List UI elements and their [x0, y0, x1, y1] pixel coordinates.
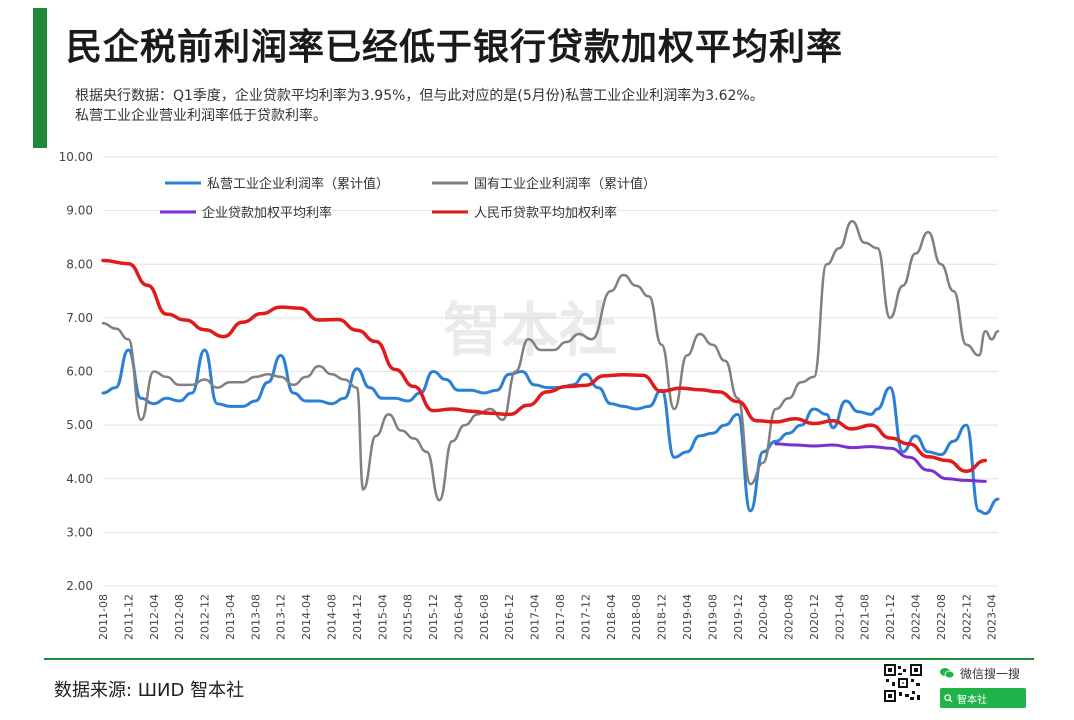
- x-tick-label: 2021-12: [884, 594, 897, 640]
- y-tick-label: 9.00: [66, 204, 93, 218]
- x-tick-label: 2013-04: [224, 594, 237, 640]
- x-tick-label: 2014-04: [300, 594, 313, 640]
- y-tick-label: 7.00: [66, 311, 93, 325]
- x-tick-label: 2011-12: [122, 594, 135, 640]
- watermark-text: 智本社: [443, 296, 617, 364]
- subtitle-line-1: 根据央行数据：Q1季度，企业贷款平均利率为3.95%，但与此对应的是(5月份)私…: [75, 88, 764, 104]
- series-line-2: [101, 220, 1000, 502]
- x-tick-label: 2015-04: [376, 594, 389, 640]
- y-tick-label: 6.00: [66, 365, 93, 379]
- x-tick-label: 2017-04: [529, 594, 542, 640]
- footer-divider: [44, 658, 1034, 660]
- y-tick-label: 2.00: [66, 579, 93, 593]
- accent-bar: [33, 8, 47, 148]
- legend-label: 人民币贷款平均加权利率: [474, 205, 617, 221]
- subtitle-line-2: 私营工业企业营业利润率低于贷款利率。: [75, 108, 327, 124]
- legend-label: 私营工业企业利润率（累计值）: [207, 176, 389, 192]
- wechat-search-widget: 微信搜一搜 智本社: [940, 664, 1030, 708]
- x-tick-label: 2013-12: [275, 594, 288, 640]
- y-tick-label: 3.00: [66, 525, 93, 539]
- legend-label: 国有工业企业利润率（累计值）: [474, 176, 656, 192]
- legend-label: 企业贷款加权平均利率: [202, 205, 332, 221]
- x-tick-label: 2016-12: [503, 594, 516, 640]
- series-line-4: [101, 258, 988, 473]
- x-tick-label: 2020-04: [757, 594, 770, 640]
- x-tick-label: 2013-08: [249, 594, 262, 640]
- x-tick-label: 2014-08: [326, 594, 339, 640]
- subtitle: 根据央行数据：Q1季度，企业贷款平均利率为3.95%，但与此对应的是(5月份)私…: [75, 86, 1055, 126]
- qr-code-icon: [884, 664, 922, 702]
- x-tick-label: 2012-12: [199, 594, 212, 640]
- x-tick-label: 2021-08: [859, 594, 872, 640]
- x-tick-label: 2021-04: [833, 594, 846, 640]
- x-tick-label: 2017-08: [554, 594, 567, 640]
- x-tick-label: 2019-04: [681, 594, 694, 640]
- search-icon: [944, 693, 953, 703]
- data-source: 数据来源: ШИD 智本社: [54, 680, 245, 701]
- x-tick-label: 2012-04: [148, 594, 161, 640]
- y-tick-label: 8.00: [66, 257, 93, 271]
- search-box[interactable]: 智本社: [940, 688, 1026, 708]
- line-chart: 2.00 3.00 4.00 5.00 6.00 7.00 8.00 9.00 10.00 201…: [59, 150, 1000, 640]
- x-tick-label: 2015-12: [427, 594, 440, 640]
- x-tick-label: 2012-08: [173, 594, 186, 640]
- page-title: 民企税前利润率已经低于银行贷款加权平均利率: [66, 27, 844, 68]
- series-line-1: [101, 348, 1000, 516]
- x-tick-label: 2020-12: [808, 594, 821, 640]
- x-tick-label: 2019-08: [706, 594, 719, 640]
- x-tick-label: 2016-04: [452, 594, 465, 640]
- series-line-3: [774, 442, 987, 483]
- x-tick-label: 2020-08: [783, 594, 796, 640]
- y-tick-label: 10.00: [59, 150, 93, 164]
- x-tick-label: 2011-08: [97, 594, 110, 640]
- x-tick-label: 2017-12: [579, 594, 592, 640]
- y-tick-label: 5.00: [66, 418, 93, 432]
- x-tick-label: 2022-08: [935, 594, 948, 640]
- x-tick-label: 2022-04: [909, 594, 922, 640]
- x-tick-label: 2015-08: [402, 594, 415, 640]
- wechat-label: 微信搜一搜: [960, 666, 1021, 681]
- x-tick-label: 2022-12: [960, 594, 973, 640]
- x-tick-label: 2019-12: [732, 594, 745, 640]
- wechat-icon: [940, 668, 954, 679]
- x-tick-label: 2016-08: [478, 594, 491, 640]
- x-tick-label: 2018-04: [605, 594, 618, 640]
- x-tick-label: 2018-12: [656, 594, 669, 640]
- x-tick-label: 2023-04: [986, 594, 999, 640]
- y-tick-label: 4.00: [66, 472, 93, 486]
- x-tick-label: 2018-08: [630, 594, 643, 640]
- x-tick-label: 2014-12: [351, 594, 364, 640]
- search-text: 智本社: [957, 694, 987, 706]
